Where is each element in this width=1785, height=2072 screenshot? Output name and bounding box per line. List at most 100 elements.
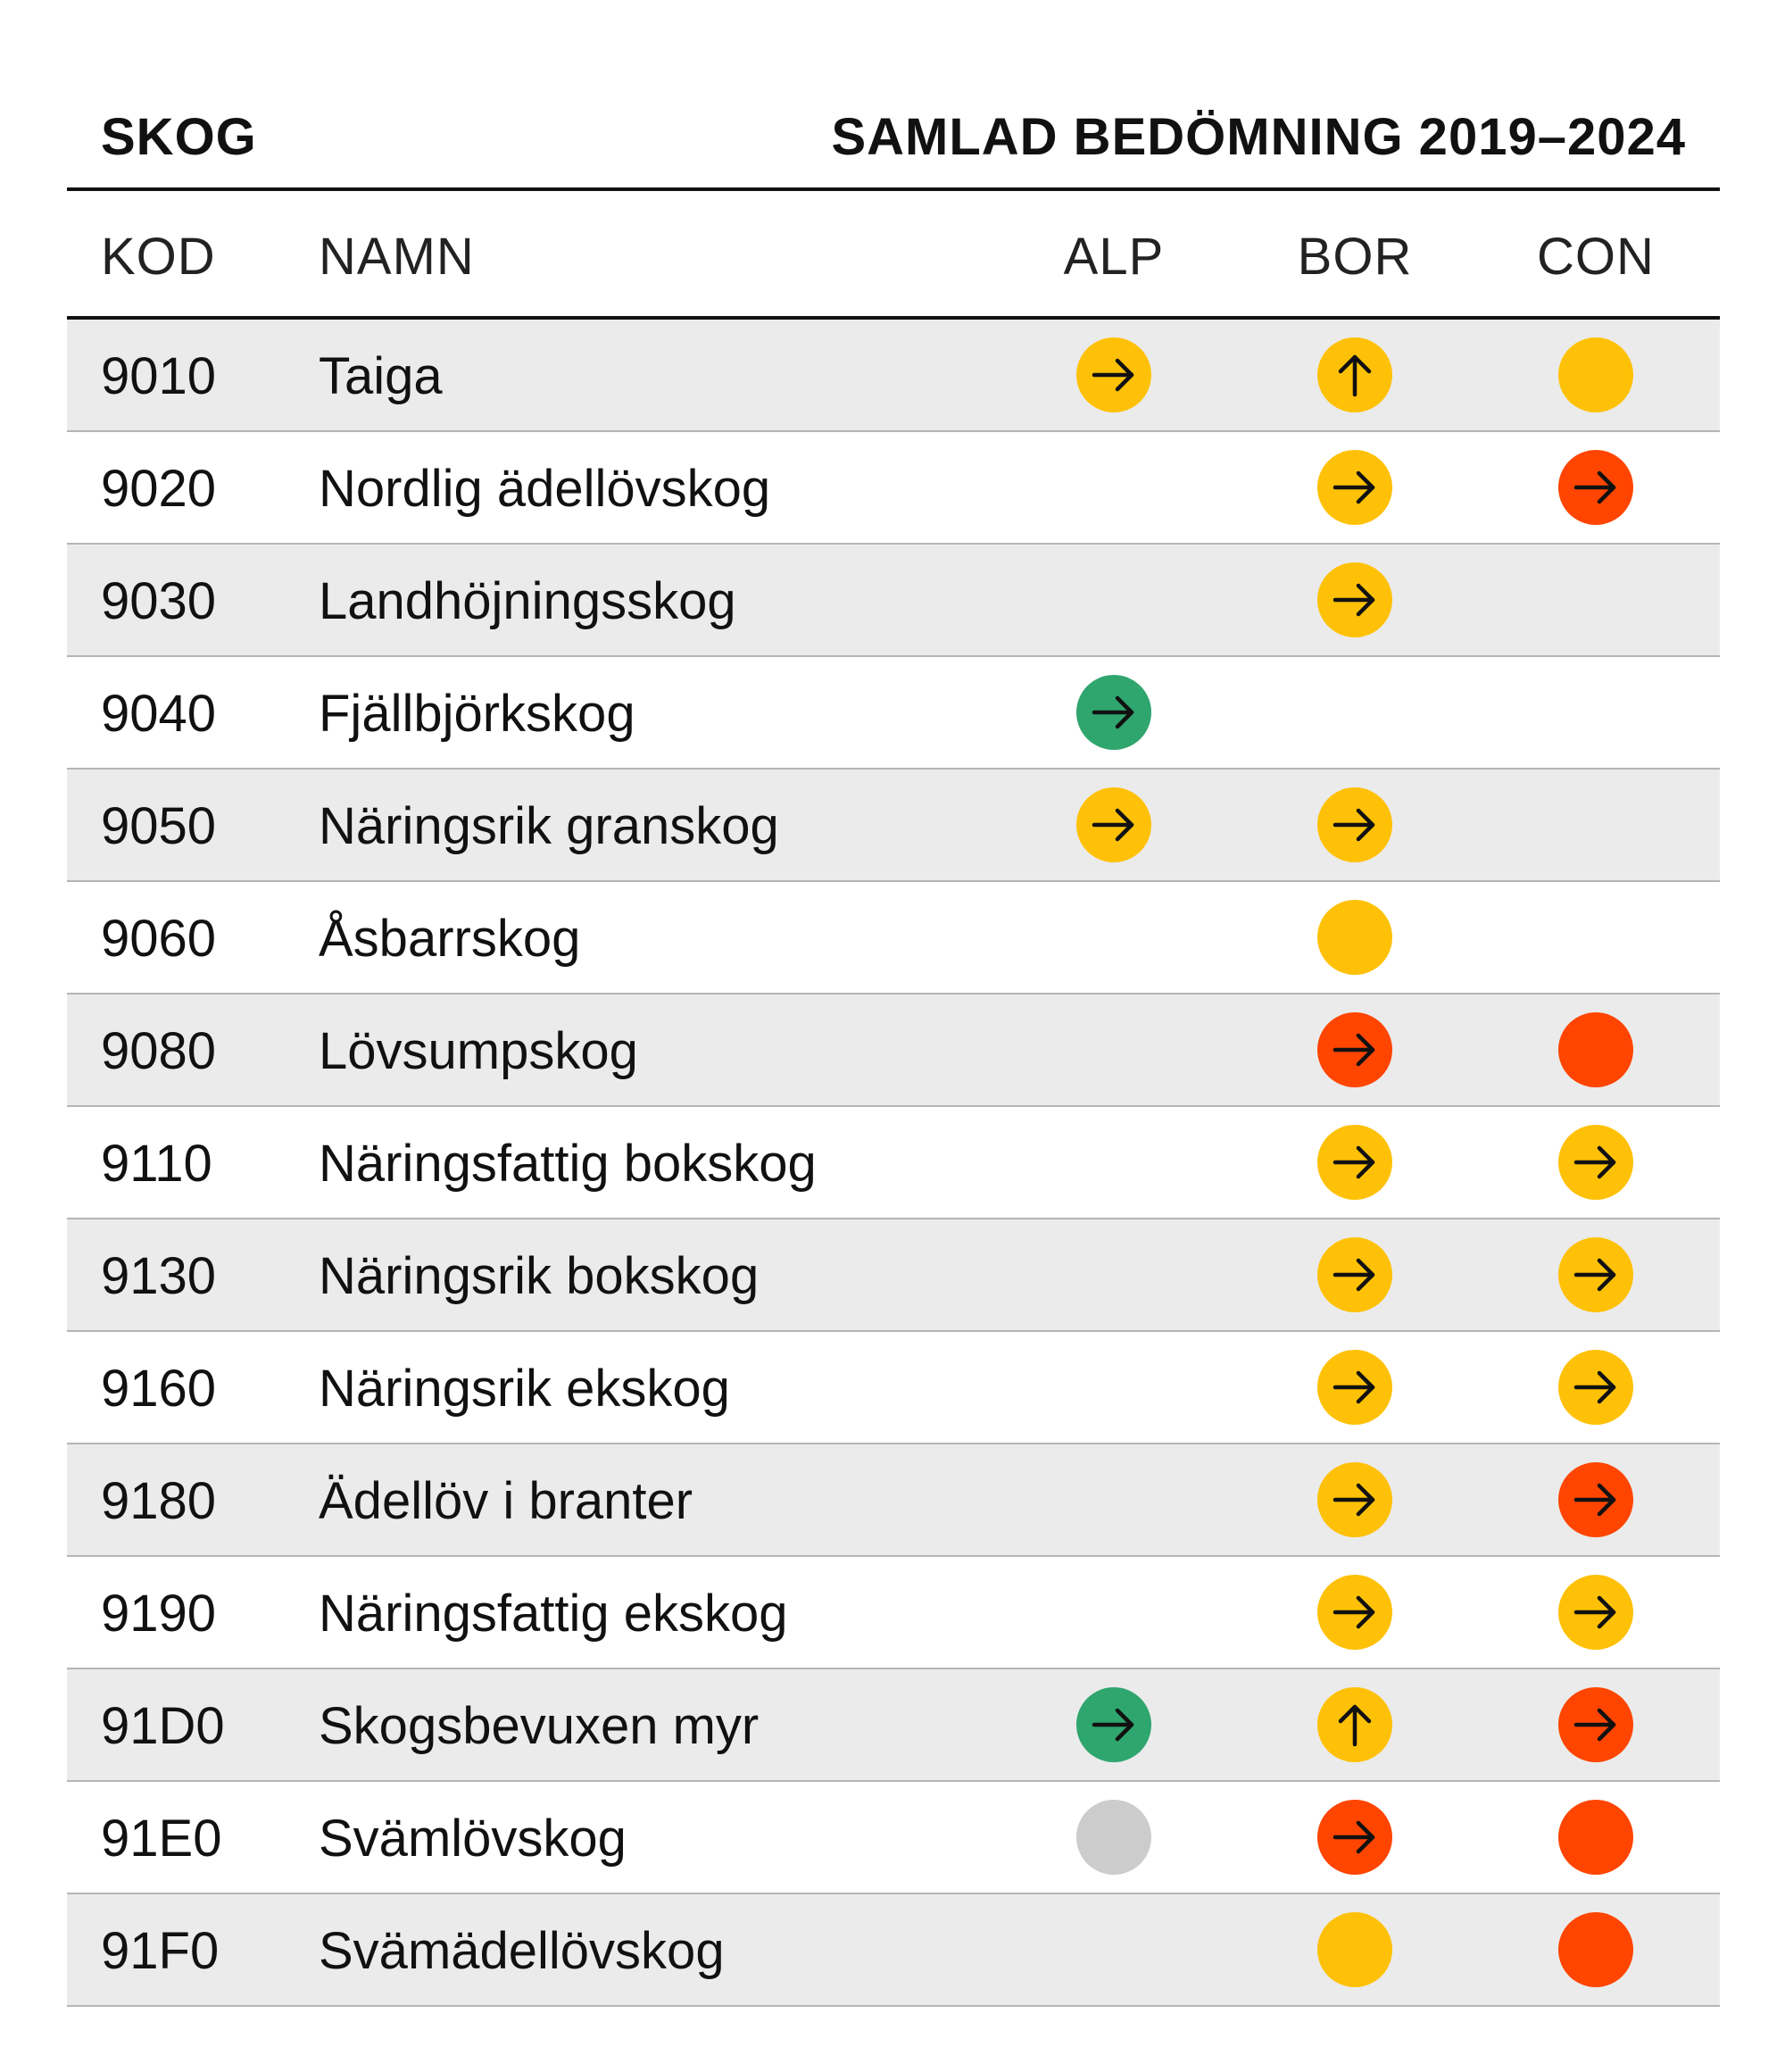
status-bor (1317, 1687, 1392, 1762)
table-row: 9160 Näringsrik ekskog (67, 1332, 1720, 1444)
status-bor (1317, 450, 1392, 525)
status-bor (1317, 1575, 1392, 1650)
status-bor (1317, 1125, 1392, 1200)
gray-status-dot (1076, 1800, 1151, 1875)
row-namn: Lövsumpskog (319, 1022, 638, 1080)
arrow-right-icon (1573, 470, 1616, 504)
table-row: 9130 Näringsrik bokskog (67, 1219, 1720, 1332)
row-kod: 9110 (101, 1135, 212, 1193)
row-kod: 9180 (101, 1472, 217, 1530)
table-row: 91F0 Svämädellövskog (67, 1894, 1720, 2007)
arrow-right-icon (1573, 1145, 1616, 1179)
table-row: 9040 Fjällbjörkskog (67, 657, 1720, 770)
arrow-right-icon (1333, 470, 1375, 504)
arrow-right-icon (1092, 1708, 1134, 1742)
arrow-right-icon (1333, 1145, 1375, 1179)
assessment-table: SKOG SAMLAD BEDÖMNING 2019–2024 KOD NAMN… (67, 98, 1720, 2007)
row-kod: 9060 (101, 910, 217, 968)
status-con (1558, 337, 1633, 412)
table-row: 9190 Näringsfattig ekskog (67, 1557, 1720, 1669)
row-kod: 9030 (101, 572, 217, 630)
arrow-right-icon (1333, 1370, 1375, 1404)
status-bor (1317, 1012, 1392, 1087)
table-row: 9020 Nordlig ädellövskog (67, 432, 1720, 545)
table-row: 9080 Lövsumpskog (67, 994, 1720, 1107)
status-con (1558, 1462, 1633, 1537)
red-status-dot (1558, 1912, 1633, 1987)
row-kod: 91F0 (101, 1922, 220, 1980)
red-status-dot (1558, 1012, 1633, 1087)
status-con (1558, 450, 1633, 525)
arrow-right-icon (1333, 583, 1375, 617)
row-kod: 9050 (101, 797, 217, 855)
arrow-right-icon (1573, 1708, 1616, 1742)
table-body: 9010 Taiga 9020 Nordlig ädellövskog 9030 Land… (67, 320, 1720, 2007)
table-subtitle: SAMLAD BEDÖMNING 2019–2024 (831, 108, 1686, 166)
status-alp (1076, 787, 1151, 862)
table-row: 9050 Näringsrik granskog (67, 770, 1720, 882)
arrow-right-icon (1333, 1595, 1375, 1629)
status-bor (1317, 900, 1392, 975)
row-kod: 9080 (101, 1022, 217, 1080)
table-row: 9010 Taiga (67, 320, 1720, 432)
yellow-status-dot (1317, 900, 1392, 975)
header-rule (67, 316, 1720, 320)
status-bor (1317, 562, 1392, 637)
status-con (1558, 1912, 1633, 1987)
header-namn: NAMN (319, 228, 475, 286)
row-kod: 9130 (101, 1247, 217, 1305)
row-namn: Näringsrik granskog (319, 797, 779, 855)
arrow-right-icon (1333, 1258, 1375, 1292)
status-bor (1317, 787, 1392, 862)
row-namn: Taiga (319, 347, 443, 405)
status-bor (1317, 337, 1392, 412)
status-alp (1076, 675, 1151, 750)
row-kod: 9020 (101, 460, 217, 518)
status-bor (1317, 1350, 1392, 1425)
arrow-right-icon (1573, 1483, 1616, 1517)
table-title: SKOG (101, 108, 257, 166)
row-namn: Skogsbevuxen myr (319, 1697, 760, 1755)
table-row: 9060 Åsbarrskog (67, 882, 1720, 994)
row-namn: Fjällbjörkskog (319, 685, 635, 743)
arrow-up-icon (1338, 1704, 1372, 1747)
arrow-up-icon (1338, 354, 1372, 397)
header-bor: BOR (1297, 228, 1413, 286)
row-kod: 9040 (101, 685, 217, 743)
arrow-right-icon (1573, 1258, 1616, 1292)
title-row: SKOG SAMLAD BEDÖMNING 2019–2024 (67, 98, 1720, 187)
status-alp (1076, 337, 1151, 412)
status-alp (1076, 1800, 1151, 1875)
row-kod: 9190 (101, 1585, 217, 1643)
arrow-right-icon (1333, 1483, 1375, 1517)
status-alp (1076, 1687, 1151, 1762)
arrow-right-icon (1333, 1820, 1375, 1854)
row-namn: Svämlövskog (319, 1810, 627, 1868)
table-row: 91D0 Skogsbevuxen myr (67, 1669, 1720, 1782)
header-kod: KOD (101, 228, 216, 286)
arrow-right-icon (1573, 1370, 1616, 1404)
status-bor (1317, 1237, 1392, 1312)
row-namn: Åsbarrskog (319, 910, 581, 968)
status-bor (1317, 1462, 1392, 1537)
arrow-right-icon (1573, 1595, 1616, 1629)
row-kod: 9160 (101, 1360, 217, 1418)
column-headers: KOD NAMN ALP BOR CON (67, 191, 1720, 316)
arrow-right-icon (1092, 695, 1134, 729)
status-con (1558, 1687, 1633, 1762)
table-row: 9030 Landhöjningsskog (67, 545, 1720, 657)
row-namn: Näringsrik bokskog (319, 1247, 760, 1305)
table-row: 9180 Ädellöv i branter (67, 1444, 1720, 1557)
header-con: CON (1537, 228, 1655, 286)
header-alp: ALP (1063, 228, 1165, 286)
row-kod: 91E0 (101, 1810, 222, 1868)
table-row: 91E0 Svämlövskog (67, 1782, 1720, 1894)
status-con (1558, 1350, 1633, 1425)
status-con (1558, 1575, 1633, 1650)
status-con (1558, 1800, 1633, 1875)
row-namn: Landhöjningsskog (319, 572, 736, 630)
arrow-right-icon (1092, 808, 1134, 842)
row-namn: Näringsfattig ekskog (319, 1585, 788, 1643)
yellow-status-dot (1317, 1912, 1392, 1987)
status-bor (1317, 1800, 1392, 1875)
